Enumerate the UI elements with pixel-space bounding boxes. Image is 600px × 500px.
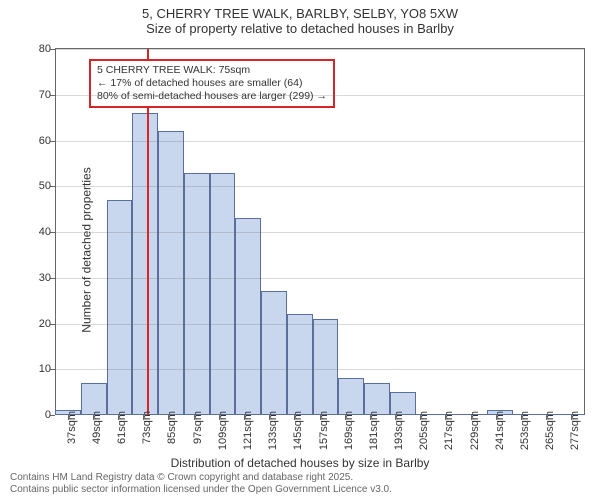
xtick-label: 265sqm	[544, 411, 556, 450]
xtick-label: 277sqm	[569, 411, 581, 450]
plot-inner: 5 CHERRY TREE WALK: 75sqm ← 17% of detac…	[55, 49, 584, 415]
xtick-label: 241sqm	[494, 411, 506, 450]
title-line-2: Size of property relative to detached ho…	[0, 21, 600, 36]
gridline-h	[55, 278, 584, 279]
bar	[184, 173, 210, 415]
xtick-label: 181sqm	[368, 411, 380, 450]
gridline-h	[55, 141, 584, 142]
xtick-label: 145sqm	[292, 411, 304, 450]
xtick-label: 133sqm	[267, 411, 279, 450]
xtick-label: 205sqm	[418, 411, 430, 450]
gridline-h	[55, 232, 584, 233]
bar	[210, 173, 236, 415]
plot-area: 5 CHERRY TREE WALK: 75sqm ← 17% of detac…	[55, 48, 585, 415]
gridline-h	[55, 186, 584, 187]
ytick-label: 20	[25, 318, 51, 330]
ytick-label: 30	[25, 272, 51, 284]
xtick-label: 73sqm	[141, 411, 153, 444]
footer: Contains HM Land Registry data © Crown c…	[10, 472, 590, 496]
xtick-label: 229sqm	[469, 411, 481, 450]
bar	[158, 131, 184, 415]
xtick-label: 37sqm	[66, 411, 78, 444]
footer-line-1: Contains HM Land Registry data © Crown c…	[10, 472, 590, 484]
ytick-label: 60	[25, 135, 51, 147]
gridline-h	[55, 369, 584, 370]
ytick-label: 50	[25, 180, 51, 192]
bar	[261, 291, 287, 415]
ytick-label: 40	[25, 226, 51, 238]
chart-container: 5, CHERRY TREE WALK, BARLBY, SELBY, YO8 …	[0, 0, 600, 500]
footer-line-2: Contains public sector information licen…	[10, 484, 590, 496]
xtick-label: 157sqm	[318, 411, 330, 450]
xtick-label: 193sqm	[393, 411, 405, 450]
xtick-label: 49sqm	[91, 411, 103, 444]
ytick-label: 70	[25, 89, 51, 101]
xtick-label: 169sqm	[343, 411, 355, 450]
ytick-label: 10	[25, 363, 51, 375]
bar	[287, 314, 313, 415]
title-line-1: 5, CHERRY TREE WALK, BARLBY, SELBY, YO8 …	[0, 6, 600, 21]
annotation-line-3: 80% of semi-detached houses are larger (…	[97, 90, 327, 103]
ytick-label: 0	[25, 409, 51, 421]
gridline-h	[55, 95, 584, 96]
gridline-h	[55, 324, 584, 325]
ytick-label: 80	[25, 43, 51, 55]
xtick-label: 61sqm	[116, 411, 128, 444]
title-block: 5, CHERRY TREE WALK, BARLBY, SELBY, YO8 …	[0, 0, 600, 36]
xtick-label: 109sqm	[217, 411, 229, 450]
x-axis-label: Distribution of detached houses by size …	[0, 456, 600, 470]
bar	[313, 319, 339, 415]
bar	[338, 378, 364, 415]
xtick-label: 85sqm	[166, 411, 178, 444]
annotation-box: 5 CHERRY TREE WALK: 75sqm ← 17% of detac…	[89, 59, 335, 108]
gridline-h	[55, 49, 584, 50]
annotation-line-1: 5 CHERRY TREE WALK: 75sqm	[97, 64, 327, 77]
bar	[235, 218, 261, 415]
annotation-line-2: ← 17% of detached houses are smaller (64…	[97, 77, 327, 90]
xtick-label: 253sqm	[519, 411, 531, 450]
xtick-label: 121sqm	[242, 411, 254, 450]
xtick-label: 217sqm	[443, 411, 455, 450]
xtick-label: 97sqm	[192, 411, 204, 444]
